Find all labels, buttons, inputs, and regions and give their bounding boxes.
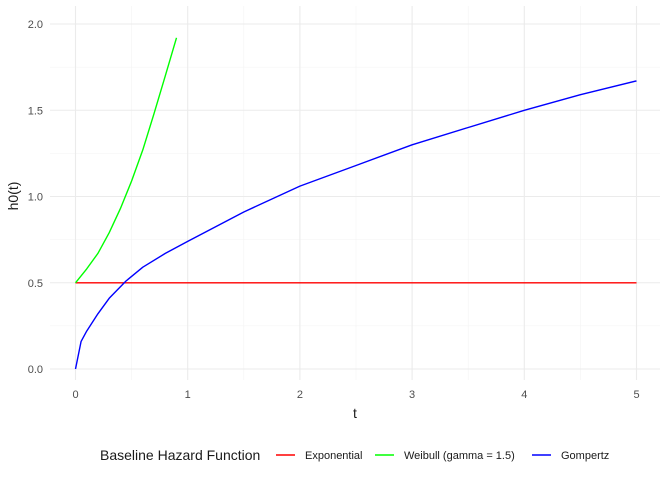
- y-tick-label: 1.5: [28, 105, 43, 117]
- legend-item-gompertz: Gompertz: [532, 450, 609, 462]
- x-tick-label: 1: [185, 389, 191, 401]
- legend-label-exponential: Exponential: [305, 450, 363, 462]
- x-tick-label: 2: [297, 389, 303, 401]
- y-tick-label: 0.0: [28, 364, 43, 376]
- y-tick-label: 0.5: [28, 278, 43, 290]
- y-tick-labels: 0.0 0.5 1.0 1.5 2.0: [28, 19, 43, 376]
- x-tick-label: 3: [409, 389, 415, 401]
- grid-layer: [50, 6, 660, 380]
- y-tick-label: 2.0: [28, 19, 43, 31]
- legend-items: Exponential Weibull (gamma = 1.5) Gompertz: [276, 450, 609, 462]
- legend-title: Baseline Hazard Function: [100, 447, 260, 463]
- series-line-gompertz: [74, 80, 637, 370]
- x-tick-labels: 0 1 2 3 4 5: [72, 389, 639, 401]
- legend-item-weibull-gamma-1-5: Weibull (gamma = 1.5): [375, 450, 515, 462]
- y-tick-label: 1.0: [28, 192, 43, 204]
- x-tick-label: 0: [72, 389, 78, 401]
- series-line-weibull-gamma-1-5: [74, 37, 178, 284]
- legend-label-gompertz: Gompertz: [561, 450, 609, 462]
- x-tick-label: 5: [633, 389, 639, 401]
- x-tick-label: 4: [521, 389, 527, 401]
- legend-item-exponential: Exponential: [276, 450, 363, 462]
- legend-label-weibull-gamma-1-5: Weibull (gamma = 1.5): [404, 450, 515, 462]
- x-axis-title: t: [353, 405, 357, 421]
- y-axis-title: h0(t): [5, 182, 21, 211]
- series-layer: [74, 37, 637, 370]
- legend: Baseline Hazard Function Exponential Weib…: [100, 447, 609, 463]
